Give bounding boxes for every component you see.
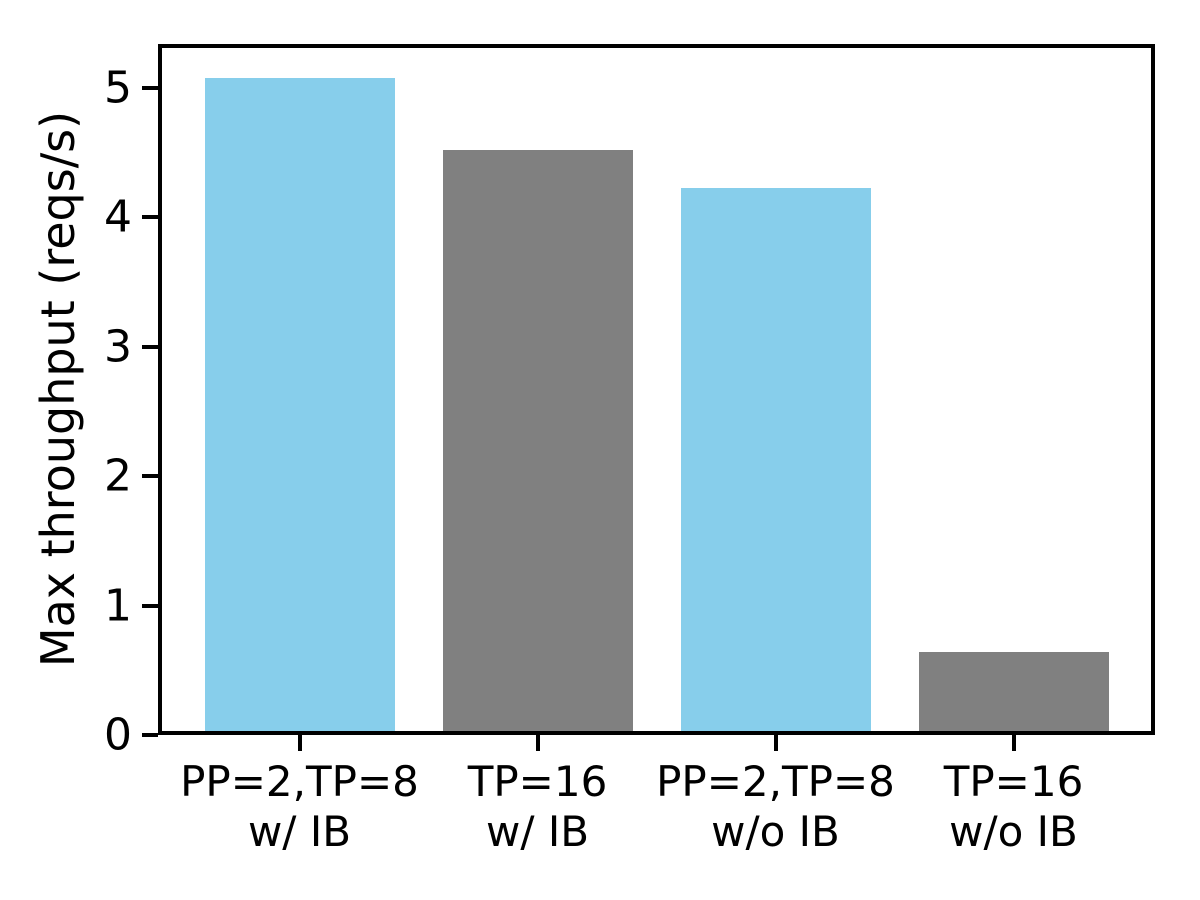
y-tick-label-0: 0 <box>104 709 132 761</box>
y-tick-label-3: 3 <box>104 321 132 373</box>
x-tick-label-line: w/ IB <box>485 807 590 856</box>
y-tick-mark-0 <box>142 733 158 737</box>
x-tick-mark-1 <box>535 735 540 751</box>
x-tick-label-line: TP=16 <box>943 757 1084 806</box>
x-tick-label-2: PP=2,TP=8 w/o IB <box>656 757 895 857</box>
x-tick-label-line: w/ IB <box>247 807 352 856</box>
y-tick-label-4: 4 <box>104 191 132 243</box>
x-tick-label-0: PP=2,TP=8 w/ IB <box>180 757 419 857</box>
x-tick-label-1: TP=16 w/ IB <box>468 757 608 857</box>
x-tick-mark-3 <box>1011 735 1016 751</box>
x-tick-label-3: TP=16 w/o IB <box>944 757 1084 857</box>
x-tick-mark-0 <box>297 735 302 751</box>
x-tick-label-line: TP=16 <box>467 757 608 806</box>
bar-1 <box>442 150 633 735</box>
y-tick-mark-2 <box>142 474 158 479</box>
y-tick-label-2: 2 <box>104 450 132 502</box>
x-tick-label-line: w/o IB <box>711 807 840 856</box>
x-tick-label-line: PP=2,TP=8 <box>180 757 419 806</box>
y-tick-mark-3 <box>142 344 158 349</box>
x-tick-label-line: PP=2,TP=8 <box>656 757 895 806</box>
y-tick-mark-4 <box>142 215 158 220</box>
y-tick-label-1: 1 <box>104 580 132 632</box>
x-tick-label-line: w/o IB <box>949 807 1078 856</box>
bar-2 <box>680 188 871 735</box>
y-tick-mark-5 <box>142 85 158 90</box>
bar-0 <box>204 78 395 735</box>
x-tick-mark-2 <box>773 735 778 751</box>
y-tick-label-5: 5 <box>104 62 132 114</box>
plot-area <box>158 44 1155 735</box>
bar-3 <box>918 652 1109 735</box>
y-tick-mark-1 <box>142 603 158 608</box>
